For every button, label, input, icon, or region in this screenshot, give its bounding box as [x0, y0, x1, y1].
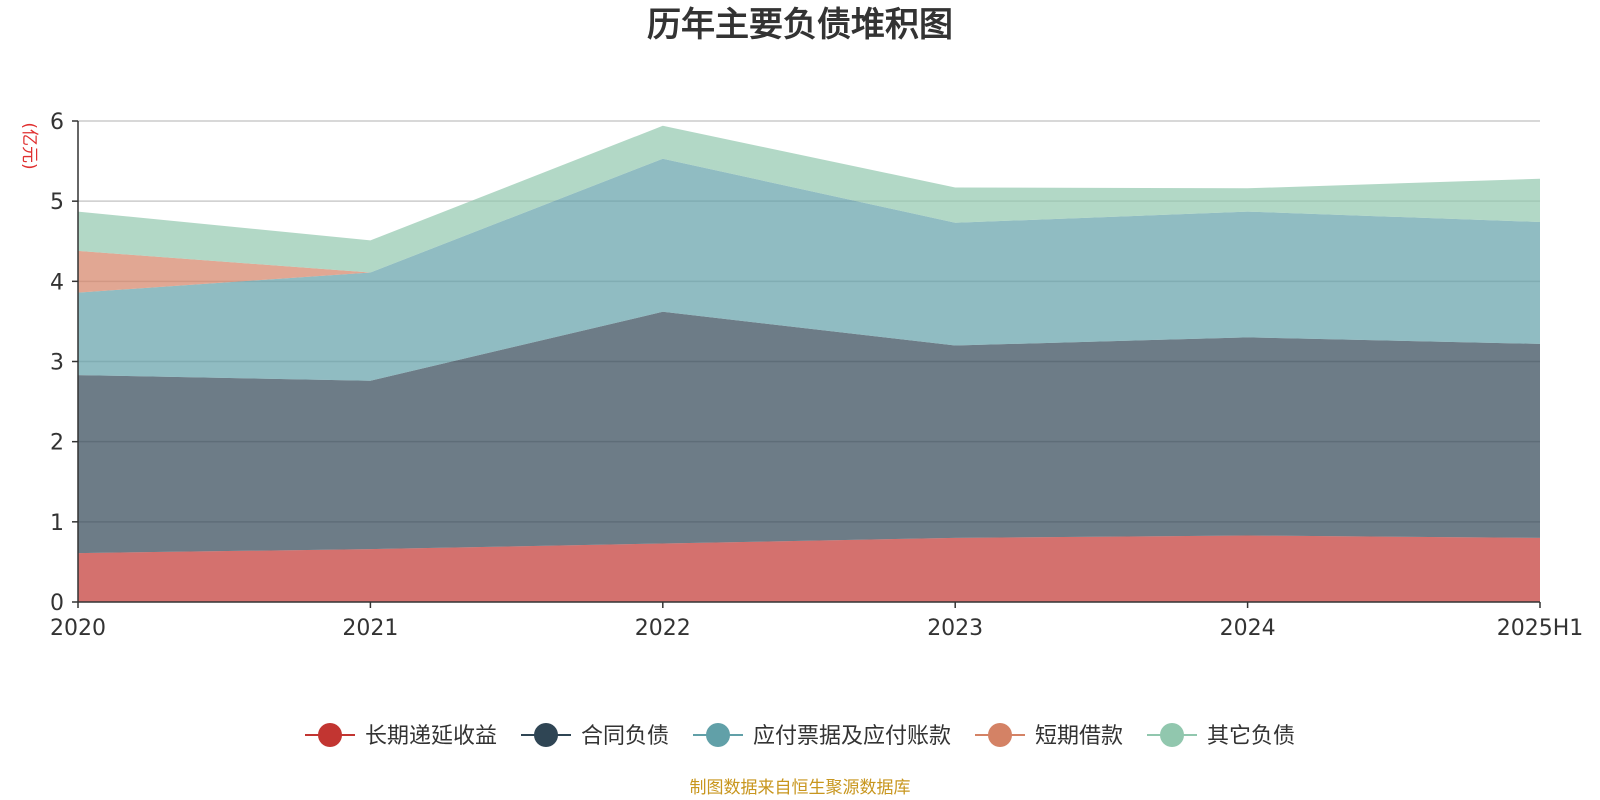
legend[interactable]: 长期递延收益 合同负债 应付票据及应付账款 短期借款 其它负债 [305, 723, 1295, 749]
x-tick-label-2023: 2023 [927, 616, 983, 641]
legend-item-4[interactable]: 其它负债 [1147, 723, 1295, 749]
legend-marker-4 [1160, 723, 1184, 747]
legend-label-3: 短期借款 [1035, 724, 1123, 749]
legend-label-0: 长期递延收益 [365, 724, 497, 749]
area-series-2 [78, 158, 1540, 381]
area-series-0 [78, 535, 1540, 602]
x-tick-label-2024: 2024 [1220, 616, 1276, 641]
x-tick-label-2022: 2022 [635, 616, 691, 641]
legend-label-1: 合同负债 [581, 724, 669, 749]
legend-marker-3 [988, 723, 1012, 747]
y-tick-label-5: 5 [50, 190, 64, 215]
legend-marker-0 [318, 723, 342, 747]
y-tick-label-0: 0 [50, 591, 64, 616]
legend-marker-2 [706, 723, 730, 747]
legend-item-2[interactable]: 应付票据及应付账款 [693, 723, 951, 749]
legend-marker-1 [534, 723, 558, 747]
legend-item-0[interactable]: 长期递延收益 [305, 723, 497, 749]
y-axis-unit: (亿元) [19, 122, 39, 169]
y-tick-label-1: 1 [50, 511, 64, 536]
area-series-1 [78, 311, 1540, 554]
legend-item-3[interactable]: 短期借款 [975, 723, 1123, 749]
area-series-3 [78, 158, 1540, 293]
y-tick-label-6: 6 [50, 110, 64, 135]
legend-label-4: 其它负债 [1207, 724, 1295, 749]
x-tick-label-2025H1: 2025H1 [1497, 616, 1584, 641]
x-tick-label-2020: 2020 [50, 616, 106, 641]
y-tick-label-4: 4 [50, 270, 64, 295]
area-series [78, 125, 1540, 602]
legend-item-1[interactable]: 合同负债 [521, 723, 669, 749]
legend-label-2: 应付票据及应付账款 [753, 724, 951, 749]
axes: 0 1 2 3 4 5 6 2020 2021 2022 2023 2024 2025H1 [50, 110, 1583, 641]
data-source-note: 制图数据来自恒生聚源数据库 [690, 778, 911, 798]
x-tick-label-2021: 2021 [342, 616, 398, 641]
y-tick-label-2: 2 [50, 431, 64, 456]
area-series-4 [78, 125, 1540, 273]
y-tick-label-3: 3 [50, 351, 64, 376]
chart-title: 历年主要负债堆积图 [647, 5, 953, 45]
